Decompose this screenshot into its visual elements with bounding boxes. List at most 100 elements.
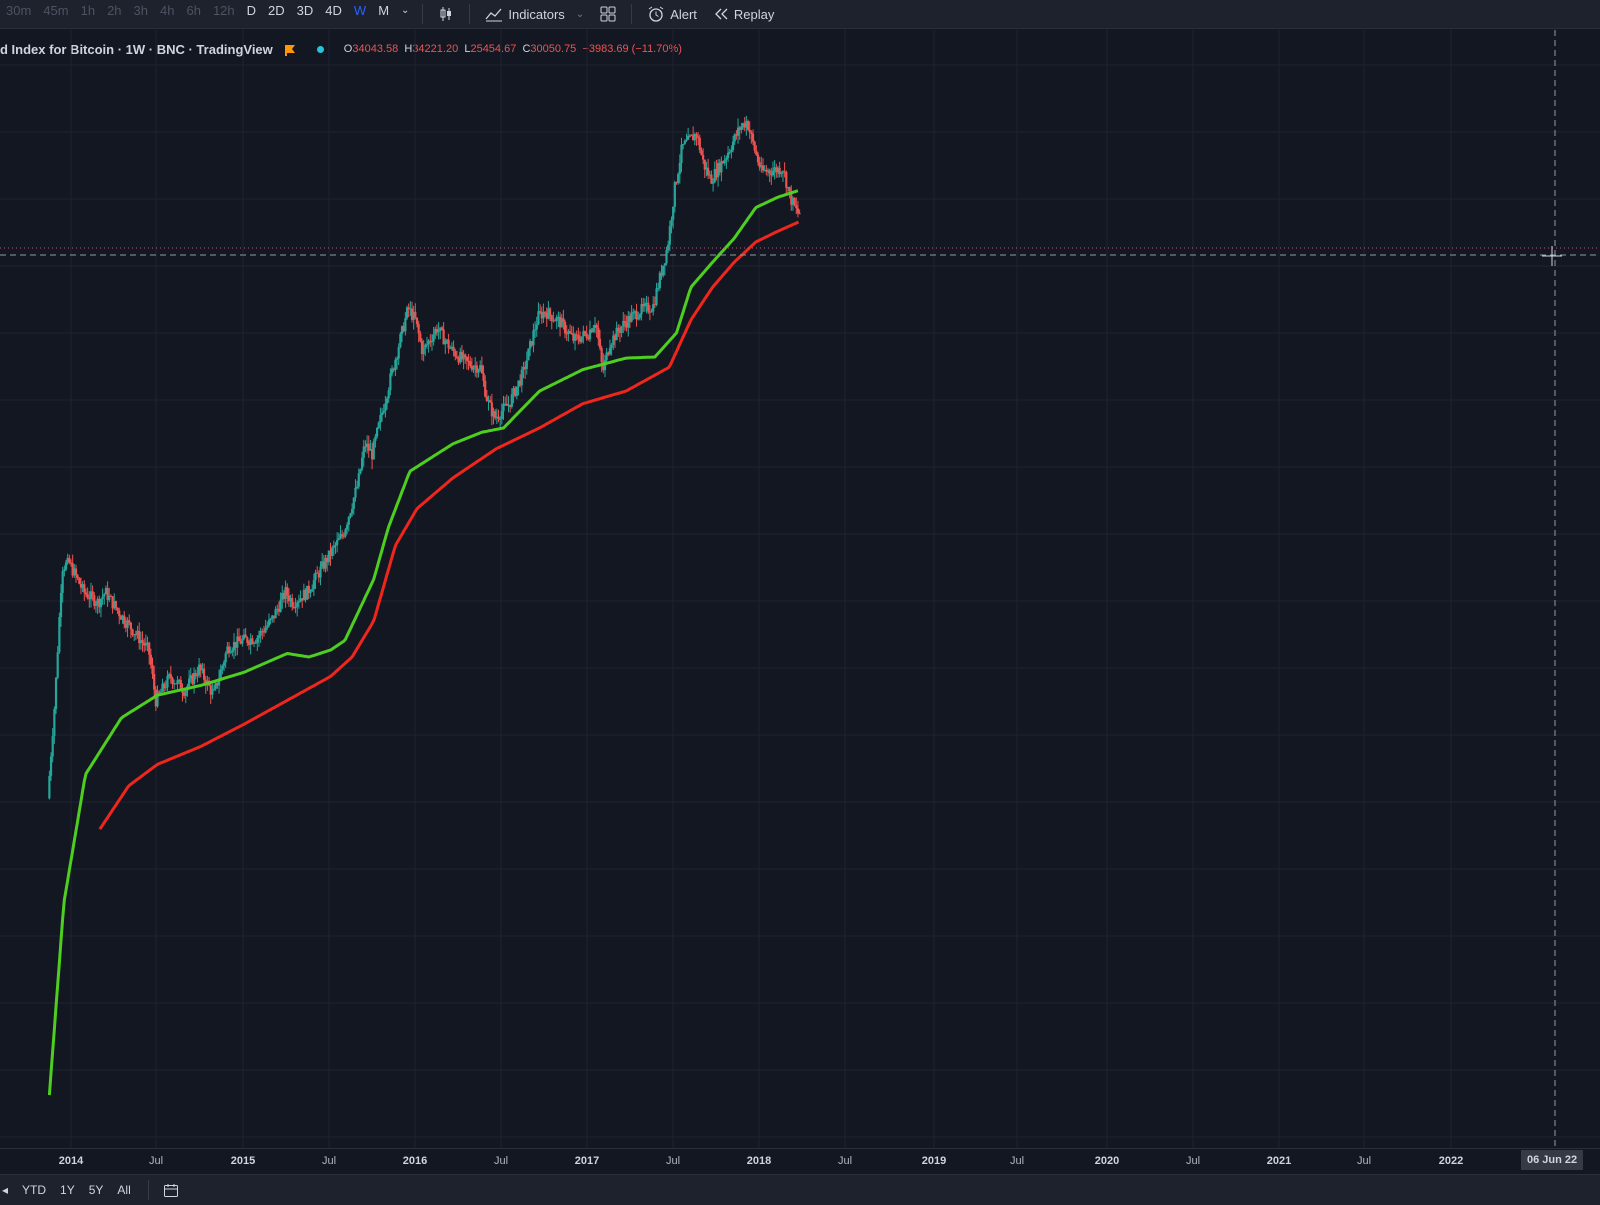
price-chart[interactable] bbox=[0, 30, 1600, 1148]
flag-icon[interactable] bbox=[284, 44, 295, 56]
range-5y[interactable]: 5Y bbox=[88, 1183, 104, 1197]
chart-type-button[interactable] bbox=[430, 0, 462, 28]
range-ytd[interactable]: YTD bbox=[22, 1183, 47, 1197]
candle-body bbox=[497, 416, 500, 419]
candle-body bbox=[259, 630, 262, 636]
candle-body bbox=[179, 679, 182, 691]
candle-body bbox=[640, 303, 643, 315]
candle-body bbox=[309, 591, 312, 593]
time-axis-tick: 2019 bbox=[921, 1155, 947, 1167]
candle-body bbox=[726, 152, 730, 159]
time-axis[interactable]: 2014 Jul 2015 Jul 2016 Jul 2017 Jul 2018 Jul 2019 J… bbox=[0, 1148, 1600, 1173]
candle-body bbox=[677, 174, 680, 183]
timeframe-1h[interactable]: 1h bbox=[80, 3, 96, 18]
candle-body bbox=[63, 569, 66, 572]
candle-body bbox=[227, 646, 231, 653]
candle-body bbox=[149, 654, 152, 665]
candle-body bbox=[710, 174, 713, 184]
candle-body bbox=[445, 339, 449, 341]
candle-body bbox=[425, 344, 429, 346]
timeframe-30m[interactable]: 30m bbox=[6, 3, 32, 18]
candle-body bbox=[239, 641, 242, 644]
candle-body bbox=[620, 326, 623, 333]
timeframe-2d[interactable]: 2D bbox=[268, 3, 285, 18]
candle-body bbox=[322, 561, 325, 569]
timeframe-d[interactable]: D bbox=[246, 3, 257, 18]
candle-body bbox=[455, 356, 459, 358]
candle-body bbox=[98, 598, 101, 608]
candle-body bbox=[770, 173, 773, 176]
candle-body bbox=[178, 679, 181, 681]
range-1y[interactable]: 1Y bbox=[60, 1183, 75, 1197]
layout-button[interactable] bbox=[592, 0, 624, 28]
candle-body bbox=[163, 683, 166, 689]
range-all[interactable]: All bbox=[117, 1183, 131, 1197]
timeframe-12h[interactable]: 12h bbox=[212, 3, 235, 18]
timeframe-4h[interactable]: 4h bbox=[160, 3, 175, 18]
candle-body bbox=[612, 335, 615, 345]
candle-body bbox=[578, 339, 582, 342]
candle-body bbox=[790, 191, 793, 205]
timeframe-3d[interactable]: 3D bbox=[296, 3, 314, 18]
candle-body bbox=[389, 373, 392, 391]
candle-body bbox=[475, 365, 478, 373]
candle-body bbox=[597, 327, 600, 339]
alert-button[interactable]: Alert bbox=[639, 0, 705, 28]
candle-body bbox=[731, 141, 735, 151]
candle-body bbox=[695, 134, 698, 137]
candle-body bbox=[472, 366, 475, 370]
timeframe-4d[interactable]: 4D bbox=[325, 3, 342, 18]
candle-body bbox=[495, 416, 498, 418]
timeframe-6h[interactable]: 6h bbox=[186, 3, 201, 18]
candle-body bbox=[111, 596, 114, 609]
candle-body bbox=[59, 592, 63, 618]
candle-body bbox=[256, 637, 259, 643]
candle-body bbox=[91, 591, 94, 596]
candle-body bbox=[583, 331, 587, 334]
candle-body bbox=[489, 400, 492, 403]
candle-body bbox=[176, 680, 179, 684]
candle-body bbox=[365, 443, 369, 447]
candle-body bbox=[266, 625, 269, 628]
candle-body bbox=[126, 620, 129, 628]
candle-body bbox=[467, 360, 470, 362]
timeframe-3h[interactable]: 3h bbox=[133, 3, 148, 18]
candle-body bbox=[222, 662, 226, 666]
candle-body bbox=[385, 398, 389, 404]
timeframe-2h[interactable]: 2h bbox=[107, 3, 122, 18]
candle-body bbox=[750, 132, 753, 134]
high-label: H bbox=[404, 43, 413, 55]
replay-button[interactable]: Replay bbox=[705, 0, 782, 28]
candle-body bbox=[593, 325, 597, 328]
candle-body bbox=[402, 326, 405, 332]
candle-body bbox=[552, 320, 555, 322]
low-value: 25454.67 bbox=[470, 43, 517, 55]
candle-body bbox=[687, 135, 690, 140]
candle-body bbox=[765, 169, 768, 172]
candle-body bbox=[387, 390, 390, 399]
candle-body bbox=[535, 324, 538, 330]
range-scroll-button[interactable]: ◂ bbox=[2, 1183, 9, 1197]
candle-body bbox=[512, 388, 515, 395]
candles-layer bbox=[48, 115, 801, 800]
series-title[interactable]: d Index for Bitcoin · 1W · BNC · Trading… bbox=[0, 41, 273, 57]
candle-body bbox=[264, 627, 267, 633]
candle-body bbox=[667, 244, 670, 251]
timeframe-dropdown-icon[interactable]: ⌄ bbox=[401, 5, 410, 16]
timeframe-45m[interactable]: 45m bbox=[43, 3, 69, 18]
timeframe-m[interactable]: M bbox=[378, 3, 390, 18]
candle-body bbox=[647, 302, 650, 312]
candle-body bbox=[261, 630, 264, 632]
market-status-dot bbox=[316, 45, 324, 53]
candle-body bbox=[798, 213, 801, 215]
timeframe-w[interactable]: W bbox=[353, 3, 367, 18]
indicators-button[interactable]: Indicators ⌄ bbox=[477, 0, 592, 28]
candle-body bbox=[529, 341, 532, 349]
candle-body bbox=[692, 134, 695, 141]
candle-body bbox=[314, 572, 317, 581]
time-axis-tick: 2018 bbox=[746, 1155, 772, 1167]
candle-body bbox=[331, 547, 334, 556]
go-to-date-button[interactable] bbox=[156, 1183, 186, 1198]
candle-body bbox=[615, 327, 618, 341]
candle-body bbox=[395, 358, 399, 360]
